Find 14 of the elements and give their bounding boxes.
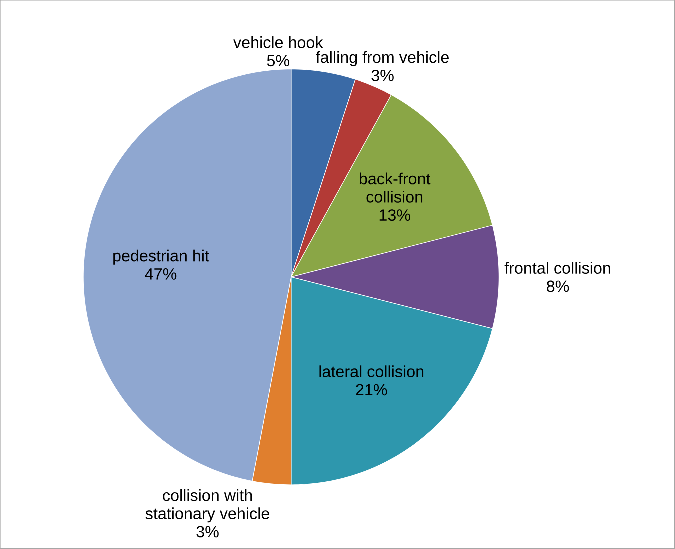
data-label: 5% bbox=[267, 55, 290, 66]
slice-label: falling from vehicle bbox=[316, 51, 449, 66]
slice-label: vehicle hook bbox=[234, 36, 324, 48]
slice-label: collision with stationary vehicle bbox=[146, 489, 270, 523]
data-label: 3% bbox=[372, 70, 394, 82]
data-label: 47% bbox=[145, 268, 177, 280]
slice-label: back-front collision bbox=[360, 172, 431, 203]
data-label: 8% bbox=[547, 280, 570, 292]
slice-label: frontal collision bbox=[504, 262, 610, 274]
slice-label: lateral collision bbox=[320, 366, 424, 378]
data-label: 21% bbox=[356, 384, 388, 396]
data-label: 3% bbox=[196, 526, 219, 538]
data-label: 13% bbox=[380, 209, 410, 221]
slice-label: pedestrian hit bbox=[114, 250, 210, 265]
